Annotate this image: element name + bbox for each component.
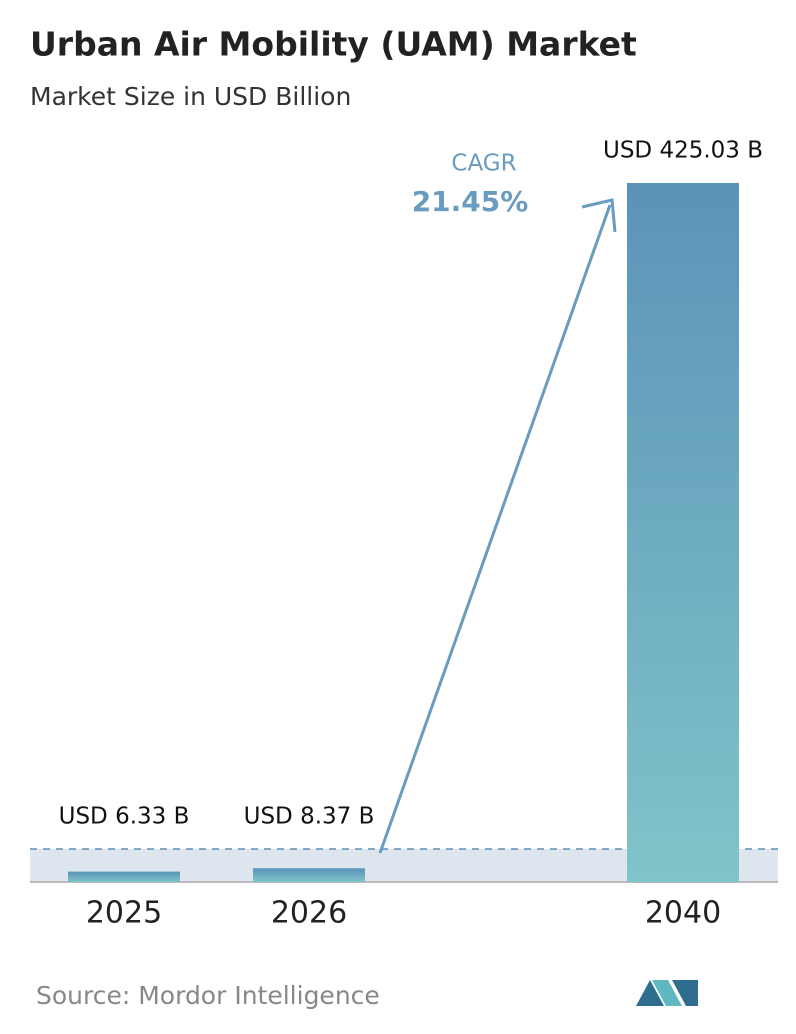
bar <box>253 868 365 882</box>
logo <box>636 980 698 1006</box>
bar <box>68 871 180 882</box>
source: Source: Mordor Intelligence <box>36 981 380 1010</box>
cagr-arrowhead <box>581 198 617 233</box>
cagr-value: 21.45% <box>412 185 529 218</box>
cagr-label: CAGR <box>451 151 516 177</box>
bar <box>627 183 739 882</box>
chart-subtitle: Market Size in USD Billion <box>30 82 351 111</box>
value-label: USD 8.37 B <box>244 804 375 830</box>
x-tick-label: 2026 <box>271 896 347 931</box>
chart-title: Urban Air Mobility (UAM) Market <box>30 25 637 64</box>
cagr-arrow <box>378 204 612 854</box>
value-label: USD 6.33 B <box>59 804 190 830</box>
value-label: USD 425.03 B <box>603 138 763 164</box>
x-tick-label: 2040 <box>645 896 721 931</box>
x-tick-label: 2025 <box>86 896 162 931</box>
